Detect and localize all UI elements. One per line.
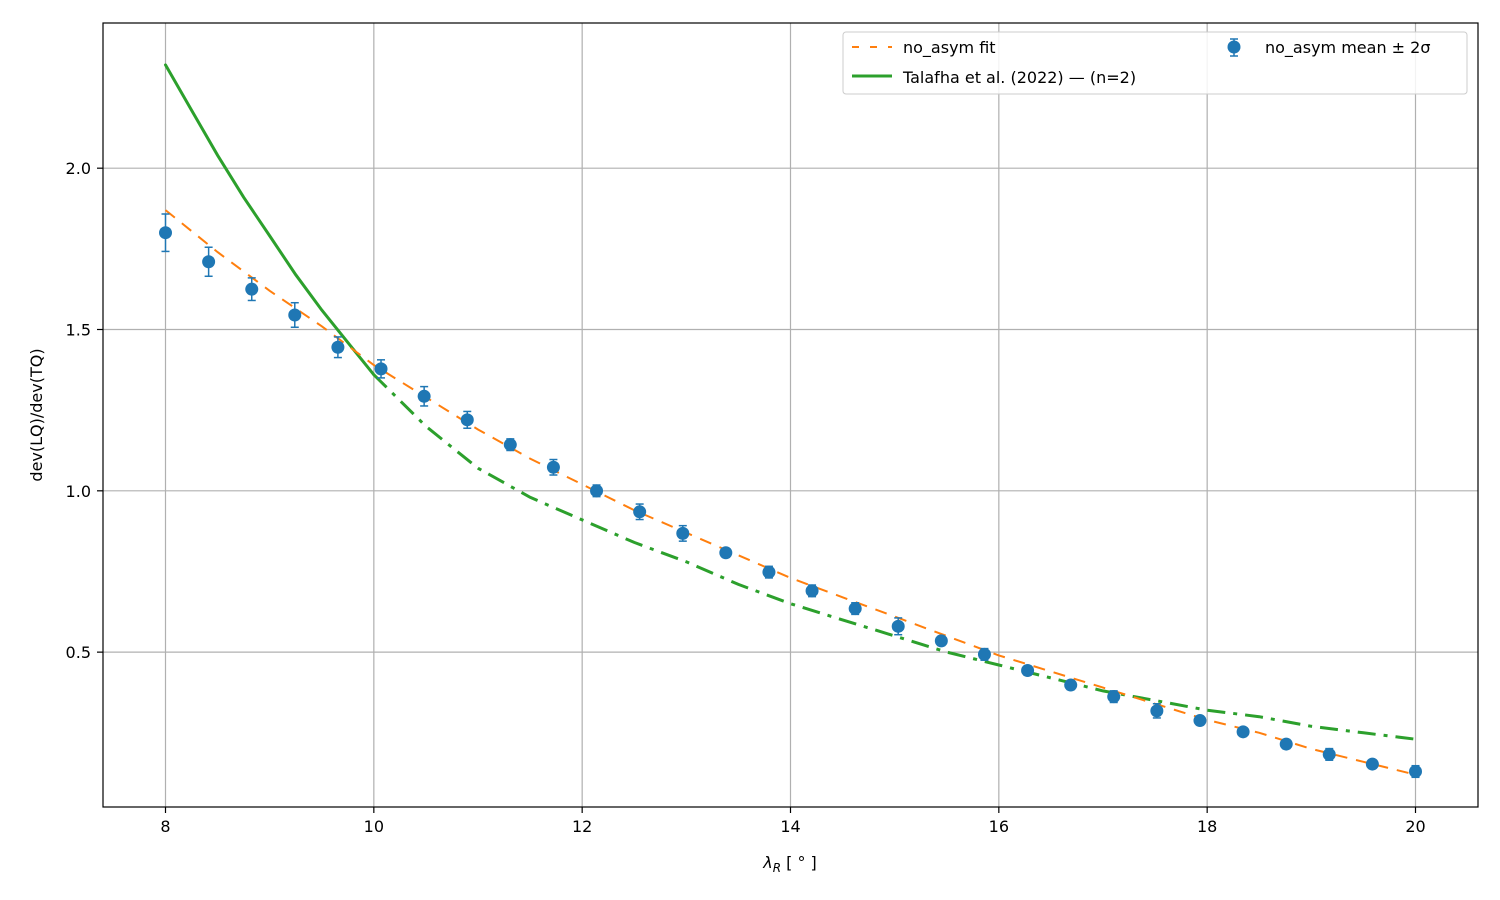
talafha-curve-solid — [164, 63, 376, 377]
data-point — [1322, 747, 1336, 761]
data-point — [331, 336, 345, 359]
x-tick-label: 10 — [364, 817, 384, 836]
legend-points-label: no_asym mean ± 2σ — [1265, 38, 1430, 58]
point-marker — [1107, 690, 1121, 704]
y-tick-label: 1.0 — [66, 482, 91, 501]
point-marker — [245, 282, 259, 296]
point-marker — [1236, 725, 1250, 739]
x-axis-label-unit: [ ° ] — [781, 853, 817, 872]
data-point — [1236, 725, 1250, 739]
point-marker — [977, 647, 991, 661]
point-marker — [1193, 714, 1207, 728]
point-marker — [891, 619, 905, 633]
data-point — [633, 503, 647, 521]
point-marker — [1150, 704, 1164, 718]
fit-line — [164, 209, 1416, 776]
x-tick-label: 20 — [1405, 817, 1425, 836]
data-point — [1021, 664, 1035, 678]
grid — [103, 23, 1478, 807]
talafha-curve-dashdot — [372, 373, 1416, 741]
point-marker — [503, 438, 517, 452]
data-point — [1409, 764, 1422, 779]
ticks: 8 10 12 14 16 18 20 0.5 1.0 1.5 2.0 — [66, 159, 1426, 836]
point-marker — [805, 584, 819, 598]
point-marker — [1279, 737, 1293, 751]
point-marker — [159, 226, 172, 240]
data-point — [374, 359, 388, 379]
data-point — [891, 617, 905, 636]
data-point — [460, 410, 474, 429]
data-point — [245, 277, 259, 302]
point-marker — [460, 413, 474, 427]
point-marker — [417, 389, 431, 403]
point-marker — [202, 255, 216, 269]
point-marker — [546, 460, 560, 474]
point-marker — [331, 340, 345, 354]
x-tick-label: 18 — [1197, 817, 1217, 836]
legend-fit-label: no_asym fit — [903, 38, 996, 58]
point-marker — [374, 362, 388, 376]
y-tick-label: 0.5 — [66, 643, 91, 662]
point-marker — [676, 526, 690, 540]
point-marker — [1409, 765, 1422, 779]
data-point — [805, 584, 819, 598]
point-marker — [288, 308, 302, 322]
data-point — [934, 634, 948, 648]
point-marker — [1365, 757, 1379, 771]
point-marker — [719, 546, 733, 560]
data-point — [719, 546, 733, 560]
data-point — [676, 524, 690, 542]
legend-talafha-label: Talafha et al. (2022) — (n=2) — [902, 68, 1136, 87]
data-point — [848, 602, 862, 616]
point-marker — [934, 634, 948, 648]
data-point — [1064, 678, 1078, 692]
series-layer — [159, 63, 1422, 779]
data-point — [546, 458, 560, 476]
x-axis-label-sub: R — [773, 861, 781, 875]
data-point — [1150, 703, 1164, 719]
data-point — [762, 565, 776, 579]
data-point — [590, 484, 604, 498]
x-tick-label: 14 — [780, 817, 800, 836]
y-tick-label: 1.5 — [66, 321, 91, 340]
point-marker — [633, 505, 647, 519]
data-point — [1279, 737, 1293, 751]
x-axis-label-main: λ — [762, 853, 772, 872]
data-point — [977, 647, 991, 661]
legend: no_asym fit Talafha et al. (2022) — (n=2… — [842, 31, 1468, 95]
data-point — [1107, 690, 1121, 704]
x-axis-label: λR [ ° ] — [762, 853, 817, 875]
point-marker — [1021, 664, 1035, 678]
legend-box — [842, 31, 1468, 95]
x-tick-label: 12 — [572, 817, 592, 836]
y-axis-label: dev(LQ)/dev(TQ) — [27, 348, 46, 481]
data-point — [503, 438, 517, 452]
legend-points-swatch — [1227, 38, 1241, 57]
data-point — [417, 385, 431, 407]
point-marker — [762, 565, 776, 579]
data-point — [159, 213, 172, 253]
data-point — [202, 246, 216, 278]
x-tick-label: 8 — [160, 817, 170, 836]
point-marker — [590, 484, 604, 498]
data-point — [1193, 714, 1207, 728]
data-point — [1365, 757, 1379, 771]
data-point — [288, 301, 302, 328]
x-tick-label: 16 — [989, 817, 1009, 836]
point-marker — [1064, 678, 1078, 692]
y-tick-label: 2.0 — [66, 159, 91, 178]
point-marker — [848, 602, 862, 616]
point-marker — [1322, 747, 1336, 761]
